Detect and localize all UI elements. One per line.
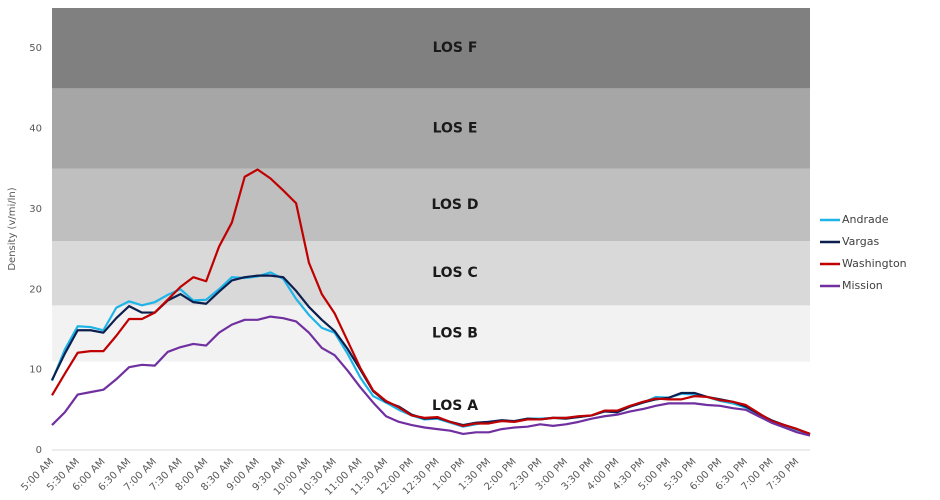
y-tick-label: 30 (29, 204, 42, 215)
legend-label: Vargas (842, 235, 879, 248)
los-band (52, 88, 810, 169)
los-band (52, 8, 810, 89)
series-line (51, 168, 811, 435)
legend-label: Washington (842, 257, 907, 270)
y-tick-label: 20 (29, 284, 42, 295)
y-tick-label: 10 (29, 365, 42, 376)
los-band (52, 361, 810, 450)
los-band (52, 305, 810, 362)
band-label: LOS C (432, 265, 478, 281)
series-line (51, 315, 811, 437)
y-tick-label: 50 (29, 43, 42, 54)
band-label: LOS F (433, 40, 478, 56)
y-tick-label: 40 (29, 124, 42, 135)
y-axis-label: Density (v/mi/ln) (7, 187, 18, 270)
los-band (52, 168, 810, 242)
legend-label: Andrade (842, 213, 889, 226)
legend-label: Mission (842, 279, 883, 292)
band-label: LOS B (432, 325, 478, 341)
band-label: LOS A (432, 398, 478, 414)
band-label: LOS D (432, 197, 479, 213)
y-tick-label: 0 (36, 445, 42, 456)
band-label: LOS E (433, 121, 478, 137)
